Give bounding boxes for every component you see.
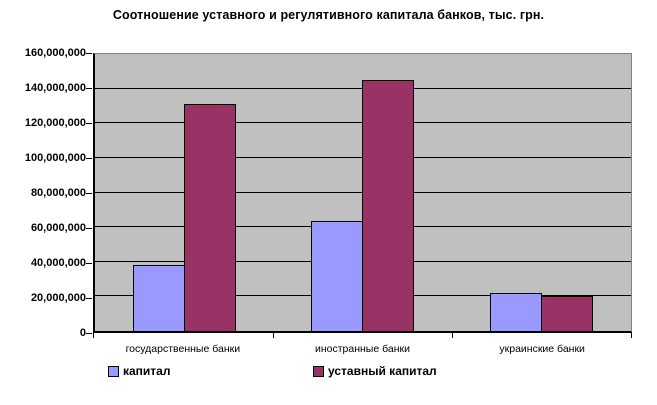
y-axis-label: 80,000,000: [30, 186, 86, 199]
legend-item[interactable]: капитал: [108, 364, 170, 378]
category-label: государственные банки: [125, 343, 241, 355]
legend-label: уставный капитал: [328, 364, 437, 378]
plot-area: [93, 53, 632, 333]
y-axis-label: 140,000,000: [24, 81, 86, 94]
legend-item[interactable]: уставный капитал: [313, 364, 437, 378]
y-axis-tick: [86, 87, 92, 89]
bar-series-2[interactable]: [183, 104, 236, 331]
y-axis-tick: [86, 122, 92, 124]
bar-group: [95, 54, 274, 331]
y-axis-tick: [86, 227, 92, 229]
bar-group: [274, 54, 453, 331]
y-axis-label: 160,000,000: [24, 46, 86, 59]
y-axis-label: 120,000,000: [24, 116, 86, 129]
bar-series-1[interactable]: [132, 265, 185, 331]
legend-label: капитал: [123, 364, 171, 378]
bar-series-2[interactable]: [362, 79, 415, 331]
y-axis-label: 0: [79, 326, 86, 339]
chart-title: Соотношение уставного и регулятивного ка…: [112, 8, 545, 22]
y-axis-label: 100,000,000: [24, 151, 86, 164]
category-label: украинские банки: [499, 343, 585, 355]
y-axis-label: 20,000,000: [30, 291, 86, 304]
x-axis-tick: [272, 332, 274, 338]
bar-series-1[interactable]: [490, 292, 543, 331]
x-axis-tick: [452, 332, 454, 338]
category-label: иностранные банки: [314, 343, 410, 355]
y-axis-label: 40,000,000: [30, 256, 86, 269]
bar-series-2[interactable]: [541, 295, 594, 331]
y-axis-tick: [86, 52, 92, 54]
y-axis-tick: [86, 297, 92, 299]
x-axis-tick: [631, 332, 632, 338]
legend-swatch-icon: [108, 365, 119, 377]
y-axis-tick: [86, 262, 92, 264]
x-axis-tick: [93, 332, 94, 338]
legend-swatch-icon: [313, 365, 324, 377]
y-axis-tick: [86, 192, 92, 194]
y-axis-label: 60,000,000: [30, 221, 86, 234]
bar-series-1[interactable]: [311, 221, 364, 331]
y-axis-tick: [86, 332, 92, 334]
bar-group: [452, 54, 631, 331]
y-axis-tick: [86, 157, 92, 159]
